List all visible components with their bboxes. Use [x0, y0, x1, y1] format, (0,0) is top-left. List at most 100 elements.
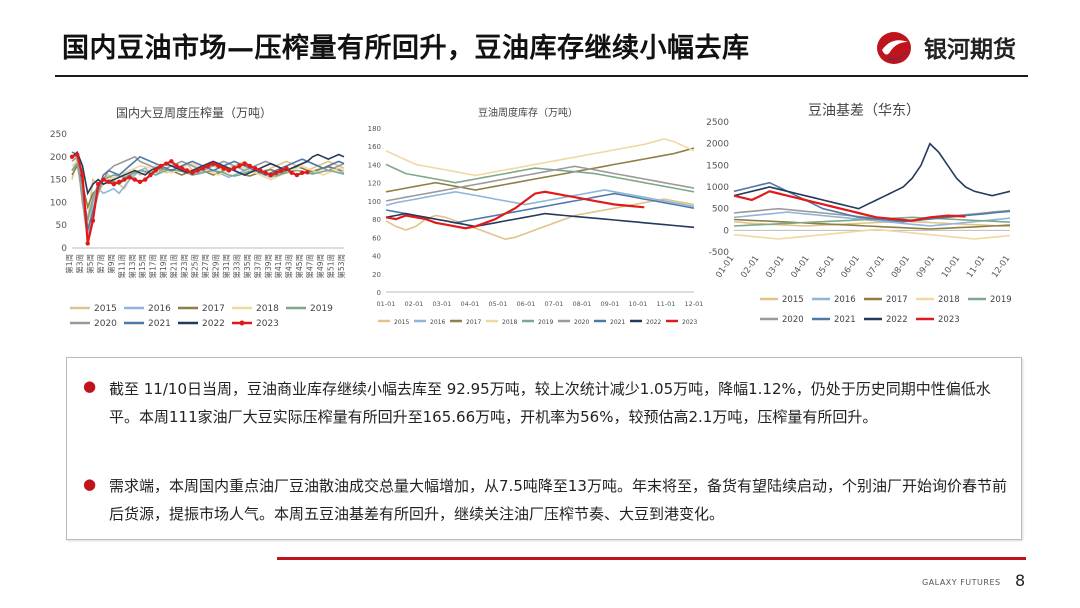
series-line-2015 — [385, 198, 695, 241]
series-marker-2023 — [75, 152, 80, 157]
x-tick-label: 第3周 — [74, 254, 84, 274]
x-tick-label: 第35周 — [242, 254, 252, 279]
x-tick-label: 07-01 — [865, 254, 887, 280]
x-tick-label: 07-01 — [545, 300, 564, 308]
legend-label-2022: 2022 — [646, 319, 661, 326]
y-tick-label: 500 — [712, 205, 729, 215]
y-tick-label: 100 — [50, 198, 67, 208]
footer-divider — [277, 557, 1026, 560]
series-line-2020 — [385, 165, 695, 202]
series-marker-2023 — [153, 168, 158, 173]
x-tick-label: 第15周 — [137, 254, 147, 279]
series-marker-2023 — [163, 161, 169, 166]
x-tick-label: 第21周 — [169, 254, 179, 279]
x-tick-label: 第1周 — [64, 254, 74, 274]
chart-crushing-volume: 250 200 150 100 50 0 第1周 第3周 第5周 第7周 第9周 第11周 第13周 第1… — [40, 120, 350, 360]
x-tick-label: 第29周 — [210, 254, 220, 279]
series-marker-2023 — [116, 179, 122, 185]
legend-label-2015: 2015 — [94, 304, 117, 314]
series-line-2016 — [385, 189, 695, 208]
series-marker-2023 — [69, 154, 75, 159]
chart-soyoil-inventory: 180 160 140 120 100 80 60 40 20 0 01-01 02-01 03-01 0… — [360, 118, 704, 338]
series-marker-2023 — [279, 168, 284, 173]
x-tick-label: 10-01 — [940, 254, 962, 280]
legend-marker-2023 — [239, 320, 245, 326]
series-marker-2023 — [174, 163, 179, 169]
y-tick-label: 160 — [368, 143, 381, 151]
x-tick-label: 10-01 — [629, 300, 648, 308]
y-tick-label: 100 — [368, 198, 381, 206]
logo-text: 银河期货 — [924, 37, 1016, 63]
legend-label-2015: 2015 — [394, 319, 409, 326]
legend-label-2018: 2018 — [938, 295, 960, 305]
x-tick-label: 12-01 — [685, 300, 704, 308]
series-line-2023 — [385, 190, 645, 230]
x-tick-label: 08-01 — [890, 254, 912, 280]
legend-label-2015: 2015 — [782, 295, 804, 305]
series-line-2019 — [71, 161, 345, 221]
legend-label-2018: 2018 — [502, 319, 517, 326]
legend-label-2017: 2017 — [886, 295, 908, 305]
page-number: 8 — [1015, 571, 1026, 590]
x-tick-label: 第39周 — [263, 254, 273, 279]
galaxy-logo-icon — [877, 32, 911, 64]
x-tick-label: 第23周 — [179, 254, 189, 279]
series-marker-2023 — [127, 175, 132, 180]
series-marker-2023 — [289, 170, 294, 175]
series-marker-2023 — [122, 177, 127, 182]
bullet-icon: ● — [83, 377, 97, 395]
legend-label-2022: 2022 — [886, 315, 908, 325]
x-tick-label: 第19周 — [158, 254, 168, 279]
y-tick-label: 150 — [50, 176, 67, 186]
legend-label-2023: 2023 — [256, 319, 279, 329]
series-marker-2023 — [273, 170, 279, 175]
x-tick-label: 04-01 — [789, 254, 811, 280]
series-marker-2023 — [85, 241, 90, 246]
y-tick-label: 1500 — [706, 161, 729, 171]
page-title: 国内豆油市场—压榨量有所回升，豆油库存继续小幅去库 — [62, 33, 750, 64]
x-tick-label: 第45周 — [294, 254, 304, 279]
series-marker-2023 — [305, 170, 310, 175]
title-divider — [55, 75, 1028, 77]
x-tick-label: 第41周 — [273, 254, 283, 279]
x-tick-label: 03-01 — [764, 254, 786, 280]
y-tick-label: 140 — [368, 161, 381, 169]
series-line-2017 — [385, 147, 695, 193]
x-tick-label: 第43周 — [284, 254, 294, 279]
y-tick-label: 2000 — [706, 140, 729, 150]
chart3-title: 豆油基差（华东） — [808, 103, 920, 119]
series-marker-2023 — [263, 170, 268, 175]
y-tick-label: 200 — [50, 153, 67, 163]
series-marker-2023 — [294, 172, 300, 178]
x-tick-label: 04-01 — [461, 300, 480, 308]
commentary-paragraph-2: 需求端，本周国内重点油厂豆油散油成交总量大幅增加，从7.5吨降至13万吨。年末将… — [109, 477, 1007, 523]
series-line-2022 — [385, 212, 695, 229]
x-tick-label: 03-01 — [433, 300, 452, 308]
legend-label-2016: 2016 — [148, 304, 171, 314]
chart1-title: 国内大豆周度压榨量（万吨） — [116, 106, 273, 120]
series-marker-2023 — [211, 161, 216, 166]
legend-label-2021: 2021 — [148, 319, 171, 329]
legend-label-2022: 2022 — [202, 319, 225, 329]
series-marker-2023 — [95, 181, 101, 187]
x-tick-label: 11-01 — [965, 254, 987, 280]
series-marker-2023 — [284, 166, 289, 171]
series-marker-2023 — [247, 163, 253, 169]
series-marker-2023 — [80, 172, 85, 178]
chart-soyoil-basis: 2500 2000 1500 1000 500 0 -500 01-01 02-01 03-01 0… — [700, 116, 1025, 336]
y-tick-label: -500 — [709, 248, 730, 258]
series-line-2023 — [733, 190, 966, 222]
legend-label-2016: 2016 — [834, 295, 856, 305]
series-marker-2023 — [195, 168, 200, 173]
series-marker-2023 — [221, 166, 226, 171]
x-tick-label: 第33周 — [231, 254, 241, 279]
legend-label-2021: 2021 — [834, 315, 856, 325]
legend-label-2020: 2020 — [782, 315, 804, 325]
commentary-box: ● 截至 11/10日当周，豆油商业库存继续小幅去库至 92.95万吨，较上次统… — [66, 357, 1022, 540]
x-tick-label: 12-01 — [990, 254, 1012, 280]
series-marker-2023 — [216, 163, 221, 169]
series-line-2022 — [733, 142, 1011, 210]
legend-label-2017: 2017 — [202, 304, 225, 314]
series-marker-2023 — [143, 177, 148, 182]
x-tick-label: 第49周 — [315, 254, 325, 279]
